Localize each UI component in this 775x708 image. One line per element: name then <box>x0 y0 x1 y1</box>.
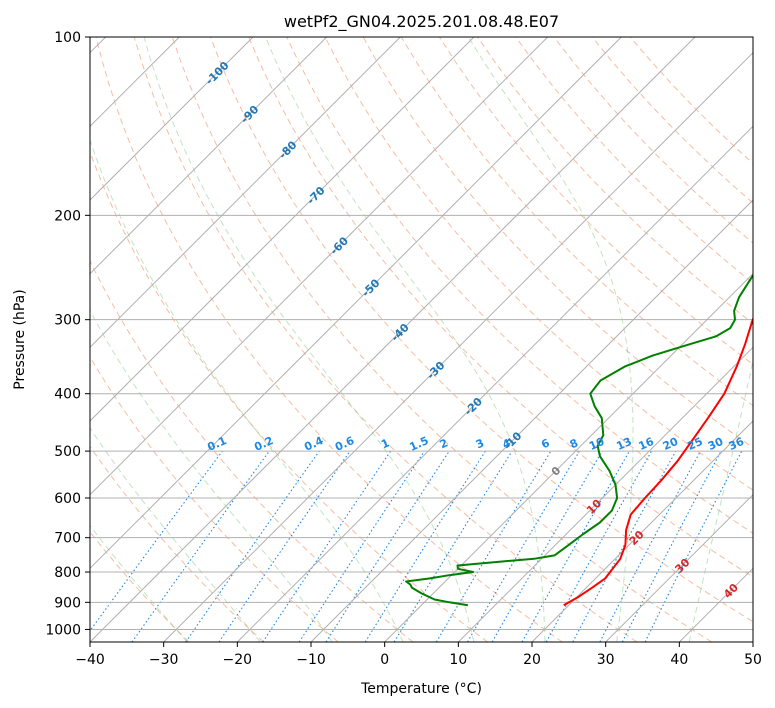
moist-adiabat <box>265 37 546 642</box>
y-tick-label: 700 <box>54 531 81 547</box>
dewpoint-line <box>405 273 753 607</box>
mixing-ratio-line <box>545 450 653 642</box>
x-tick-label: 0 <box>380 652 389 668</box>
axes: −40 −30 −20 −10 0 10 20 30 40 50 100 200 300 400 500 60… <box>45 30 762 668</box>
x-axis-title: Temperature (°C) <box>360 681 482 697</box>
mixing-ratio-line <box>393 450 513 642</box>
grid-lines <box>90 37 753 642</box>
dry-adiabat <box>210 37 753 623</box>
mixing-ratio-label: 13 <box>614 435 633 453</box>
background-lines <box>90 37 753 642</box>
isotherm-line <box>90 37 328 275</box>
isotherm-line <box>384 272 753 642</box>
moist-adiabat <box>90 524 188 642</box>
mixing-ratio-label: 25 <box>685 435 704 453</box>
moist-adiabat <box>90 427 261 642</box>
isotherm-line <box>457 346 753 642</box>
dry-adiabat <box>171 37 712 642</box>
y-axis-title: Pressure (hPa) <box>12 289 28 389</box>
mixing-ratio-line <box>218 450 351 642</box>
dry-adiabat <box>515 37 753 284</box>
dry-adiabat <box>133 37 638 642</box>
mixing-ratio-label: 20 <box>661 435 681 453</box>
dry-adiabat <box>90 356 339 642</box>
dry-adiabat <box>324 37 753 491</box>
mixing-ratio-line <box>325 450 450 642</box>
chart-title: wetPf2_GN04.2025.201.08.48.E07 <box>284 12 559 32</box>
mixing-ratio-line <box>572 450 677 642</box>
mixing-ratio-label: 30 <box>706 435 726 453</box>
moist-adiabat <box>688 358 753 642</box>
y-tick-label: 100 <box>54 30 81 46</box>
mixing-ratio-line <box>90 450 223 632</box>
y-tick-label: 200 <box>54 208 81 224</box>
isotherm-line <box>531 420 753 642</box>
dry-adiabat <box>95 37 563 642</box>
mixing-ratio-line <box>298 450 425 642</box>
isotherm-line <box>90 37 401 349</box>
x-tick-label: −40 <box>75 652 105 668</box>
isotherm-line <box>90 37 622 570</box>
mixing-ratio-label: 16 <box>637 435 657 453</box>
mixing-ratio-line <box>185 450 320 642</box>
mixing-ratio-line <box>644 450 743 642</box>
moist-adiabat <box>90 309 333 642</box>
mixing-ratio-line <box>131 450 270 642</box>
y-tick-label: 900 <box>54 595 81 611</box>
y-tick-label: 600 <box>54 491 81 507</box>
mixing-ratio-label: 10 <box>587 435 607 453</box>
isotherm-line <box>90 37 696 642</box>
plot-frame <box>89 36 754 643</box>
y-tick-label: 400 <box>54 387 81 403</box>
dry-adiabat <box>90 259 414 642</box>
isotherm-line <box>90 37 254 201</box>
moist-adiabat <box>90 138 404 642</box>
mixing-ratio-label: 36 <box>727 435 747 453</box>
x-tick-label: −10 <box>296 652 326 668</box>
isotherm-line <box>236 125 753 642</box>
dry-adiabat <box>90 445 264 642</box>
x-tick-label: 50 <box>744 652 762 668</box>
isotherm-line <box>90 37 475 422</box>
x-tick-label: 20 <box>523 652 541 668</box>
x-tick-label: 40 <box>670 652 688 668</box>
x-tick-label: −20 <box>223 652 253 668</box>
y-tick-label: 1000 <box>45 622 81 638</box>
x-tick-label: 30 <box>597 652 615 668</box>
isotherm-line <box>90 37 549 496</box>
mixing-ratio-line <box>521 450 630 642</box>
y-tick-label: 300 <box>54 313 81 329</box>
isotherm-line <box>605 493 753 642</box>
x-tick-label: 10 <box>449 652 467 668</box>
y-tick-label: 500 <box>54 444 81 460</box>
dry-adiabat <box>286 37 753 534</box>
y-tick-label: 800 <box>54 565 81 581</box>
isotherm-line <box>310 199 753 642</box>
mixing-ratio-line <box>262 450 392 642</box>
moist-adiabat <box>143 37 475 642</box>
x-tick-label: −30 <box>149 652 179 668</box>
dry-adiabat <box>248 37 753 578</box>
isotherm-line <box>163 51 753 642</box>
